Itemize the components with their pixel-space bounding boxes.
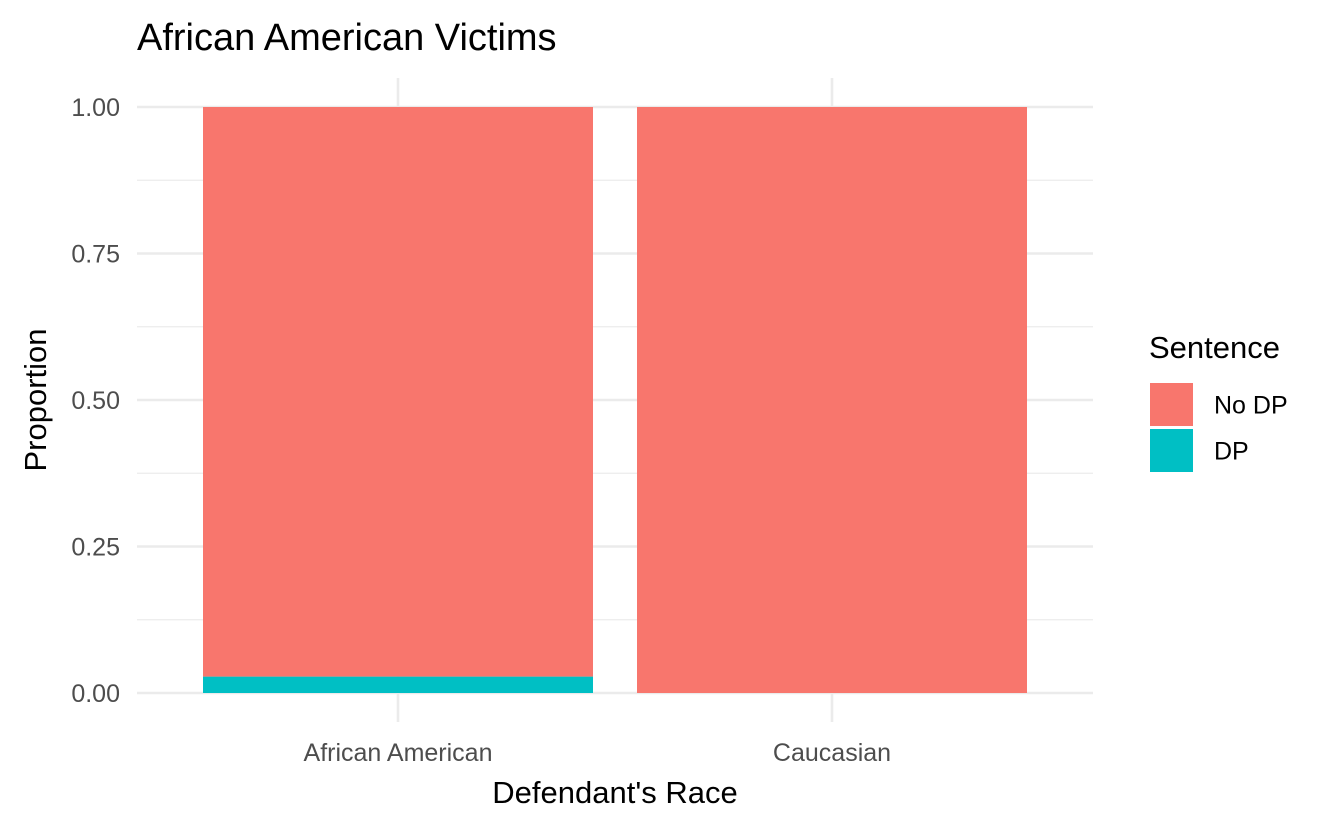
x-axis-ticks: African American Caucasian: [304, 739, 892, 767]
y-tick-label: 1.00: [71, 94, 120, 122]
bars: [203, 107, 1027, 693]
legend-key-dp: [1150, 429, 1193, 472]
bar-dp: [203, 676, 593, 693]
y-tick-label: 0.00: [71, 680, 120, 708]
chart-title: African American Victims: [137, 17, 557, 59]
x-axis-title: Defendant's Race: [492, 775, 737, 810]
y-axis-ticks: 0.00 0.25 0.50 0.75 1.00: [71, 94, 120, 708]
x-tick-label: African American: [304, 739, 493, 767]
legend-label: No DP: [1214, 392, 1288, 420]
legend-label: DP: [1214, 438, 1249, 466]
y-tick-label: 0.50: [71, 387, 120, 415]
x-tick-label: Caucasian: [773, 739, 891, 767]
legend-title: Sentence: [1149, 330, 1280, 365]
bar-no-dp: [637, 107, 1027, 693]
legend: Sentence No DP DP: [1149, 330, 1288, 472]
y-tick-label: 0.25: [71, 534, 120, 562]
bar-no-dp: [203, 107, 593, 677]
y-tick-label: 0.75: [71, 241, 120, 269]
y-axis-title: Proportion: [18, 328, 53, 471]
legend-key-no-dp: [1150, 383, 1193, 426]
